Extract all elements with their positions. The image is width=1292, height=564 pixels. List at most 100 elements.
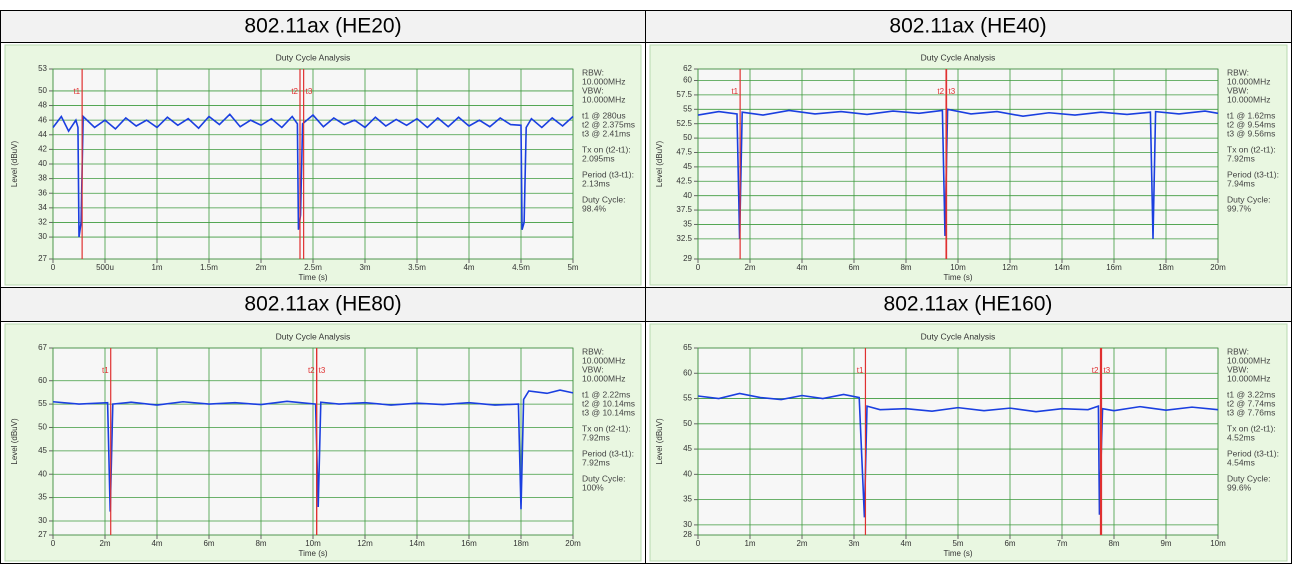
x-tick-label: 8m [255, 539, 266, 548]
annotation: Duty Cycle: [1227, 473, 1270, 483]
annotation: 100% [582, 482, 604, 492]
y-tick-label: 30 [38, 516, 47, 525]
x-tick-label: 8m [900, 263, 911, 272]
y-axis-label: Level (dBuV) [655, 141, 664, 188]
marker-label: t1 [731, 87, 738, 96]
annotation: 2.095ms [582, 153, 615, 163]
y-tick-label: 28 [683, 530, 692, 539]
y-tick-label: 36 [38, 188, 47, 197]
annotation: VBW: [582, 364, 604, 374]
chart-title: Duty Cycle Analysis [276, 52, 351, 62]
marker-label: t2 [291, 87, 298, 96]
y-axis-label: Level (dBuV) [655, 418, 664, 465]
y-tick-label: 32.5 [676, 234, 692, 243]
annotation: t2 @ 10.14ms [582, 398, 635, 408]
y-tick-label: 35 [683, 220, 692, 229]
annotation: VBW: [1227, 85, 1249, 95]
y-tick-label: 32 [38, 218, 47, 227]
y-tick-label: 40 [38, 469, 47, 478]
y-tick-label: 42 [38, 144, 47, 153]
x-tick-label: 9m [1160, 539, 1171, 548]
x-tick-label: 10m [950, 263, 966, 272]
annotation: VBW: [1227, 364, 1249, 374]
y-tick-label: 45 [38, 446, 47, 455]
x-tick-label: 16m [1106, 263, 1122, 272]
y-tick-label: 67 [38, 343, 47, 352]
x-tick-label: 0 [696, 539, 701, 548]
x-tick-label: 12m [357, 539, 373, 548]
annotation: t3 @ 10.14ms [582, 407, 635, 417]
marker-label: t1 [102, 366, 109, 375]
x-tick-label: 4m [151, 539, 162, 548]
annotation: Period (t3-t1): [582, 448, 634, 458]
annotation: 7.92ms [1227, 153, 1255, 163]
y-tick-label: 37.5 [676, 205, 692, 214]
x-tick-label: 1.5m [200, 263, 218, 272]
annotation: RBW: [582, 67, 604, 77]
annotation: Duty Cycle: [582, 194, 625, 204]
annotation: t1 @ 280us [582, 110, 626, 120]
x-axis-label: Time (s) [298, 549, 327, 558]
annotation: Period (t3-t1): [582, 169, 634, 179]
x-tick-label: 4m [900, 539, 911, 548]
annotation: 7.92ms [582, 457, 610, 467]
annotation: 99.7% [1227, 203, 1252, 213]
chart-title: Duty Cycle Analysis [921, 331, 996, 341]
y-tick-label: 52.5 [676, 119, 692, 128]
y-tick-label: 57.5 [676, 90, 692, 99]
annotation: t3 @ 9.56ms [1227, 128, 1275, 138]
x-tick-label: 1m [151, 263, 162, 272]
annotation: t1 @ 1.62ms [1227, 110, 1275, 120]
x-tick-label: 20m [1210, 263, 1226, 272]
marker-label: t2 [1092, 366, 1099, 375]
y-tick-label: 60 [38, 376, 47, 385]
x-tick-label: 0 [51, 263, 56, 272]
annotation: 7.94ms [1227, 178, 1255, 188]
y-tick-label: 45 [683, 444, 692, 453]
x-tick-label: 6m [848, 263, 859, 272]
annotation: t1 @ 3.22ms [1227, 389, 1275, 399]
annotation: 7.92ms [582, 432, 610, 442]
header-cell [645, 10, 1292, 43]
trace [52, 389, 574, 512]
y-tick-label: 27 [38, 530, 47, 539]
cell-heading: 802.11ax (HE80) [244, 293, 401, 316]
y-tick-label: 40 [683, 469, 692, 478]
annotation: t2 @ 9.54ms [1227, 119, 1275, 129]
annotation: Duty Cycle: [1227, 194, 1270, 204]
annotation: t3 @ 2.41ms [582, 128, 630, 138]
annotation: 10.000MHz [582, 76, 625, 86]
y-tick-label: 44 [38, 130, 47, 139]
y-tick-label: 40 [38, 159, 47, 168]
x-tick-label: 2.5m [304, 263, 322, 272]
x-tick-label: 14m [1054, 263, 1070, 272]
y-tick-label: 55 [683, 104, 692, 113]
annotation: t1 @ 2.22ms [582, 389, 630, 399]
x-tick-label: 5m [952, 539, 963, 548]
y-tick-label: 50 [683, 133, 692, 142]
annotation: t2 @ 2.375ms [582, 119, 635, 129]
annotation: 98.4% [582, 203, 607, 213]
x-tick-label: 4m [796, 263, 807, 272]
annotation: 4.52ms [1227, 432, 1255, 442]
annotation: 4.54ms [1227, 457, 1255, 467]
x-tick-label: 18m [513, 539, 529, 548]
x-tick-label: 14m [409, 539, 425, 548]
y-tick-label: 50 [38, 86, 47, 95]
y-tick-label: 53 [38, 64, 47, 73]
x-tick-label: 0 [51, 539, 56, 548]
marker-label: t1 [73, 87, 80, 96]
annotation: 10.000MHz [1227, 355, 1270, 365]
marker-label: t3 [1104, 366, 1111, 375]
x-axis-label: Time (s) [943, 273, 972, 282]
x-tick-label: 5m [567, 263, 578, 272]
x-tick-label: 500u [96, 263, 114, 272]
annotation: 10.000MHz [1227, 94, 1270, 104]
marker-label: t3 [306, 87, 313, 96]
x-tick-label: 4.5m [512, 263, 530, 272]
annotation: t2 @ 7.74ms [1227, 398, 1275, 408]
y-tick-label: 29 [683, 254, 692, 263]
annotation: 2.13ms [582, 178, 610, 188]
trace [697, 392, 1219, 518]
